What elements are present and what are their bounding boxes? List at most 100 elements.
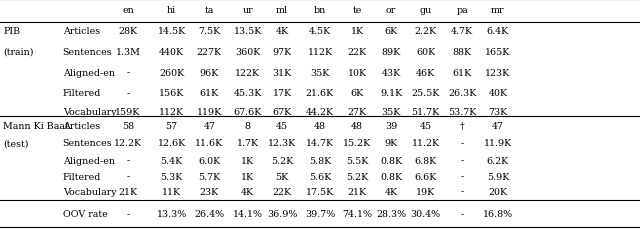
Text: 165K: 165K: [485, 48, 511, 57]
Text: -: -: [126, 89, 130, 98]
Text: 17.5K: 17.5K: [306, 187, 334, 196]
Text: 45: 45: [420, 121, 431, 131]
Text: 45: 45: [276, 121, 288, 131]
Text: Articles: Articles: [63, 121, 100, 131]
Text: 23K: 23K: [200, 187, 219, 196]
Text: 0.8K: 0.8K: [380, 156, 402, 165]
Text: 112K: 112K: [307, 48, 333, 57]
Text: 6.8K: 6.8K: [415, 156, 436, 165]
Text: Mann Ki Baat: Mann Ki Baat: [3, 121, 69, 131]
Text: Vocabulary: Vocabulary: [63, 187, 116, 196]
Text: 43K: 43K: [381, 68, 401, 77]
Text: 5.8K: 5.8K: [309, 156, 331, 165]
Text: 39: 39: [385, 121, 397, 131]
Text: 5.4K: 5.4K: [161, 156, 182, 165]
Text: 260K: 260K: [159, 68, 184, 77]
Text: (test): (test): [3, 139, 29, 148]
Text: 28.3%: 28.3%: [376, 209, 406, 218]
Text: 12.2K: 12.2K: [114, 139, 142, 148]
Text: 6K: 6K: [385, 27, 397, 36]
Text: 8: 8: [244, 121, 251, 131]
Text: -: -: [460, 172, 464, 181]
Text: 1.7K: 1.7K: [237, 139, 259, 148]
Text: 25.5K: 25.5K: [412, 89, 440, 98]
Text: 35K: 35K: [381, 108, 401, 117]
Text: 16.8%: 16.8%: [483, 209, 513, 218]
Text: -: -: [460, 139, 464, 148]
Text: 21K: 21K: [118, 187, 138, 196]
Text: 67.6K: 67.6K: [234, 108, 262, 117]
Text: hi: hi: [167, 6, 176, 15]
Text: Aligned-en: Aligned-en: [63, 68, 115, 77]
Text: 57: 57: [166, 121, 177, 131]
Text: 9K: 9K: [385, 139, 397, 148]
Text: 122K: 122K: [235, 68, 260, 77]
Text: 74.1%: 74.1%: [342, 209, 372, 218]
Text: 26.3K: 26.3K: [448, 89, 476, 98]
Text: gu: gu: [419, 6, 432, 15]
Text: 5.2K: 5.2K: [271, 156, 293, 165]
Text: 11.6K: 11.6K: [195, 139, 223, 148]
Text: te: te: [353, 6, 362, 15]
Text: 89K: 89K: [381, 48, 401, 57]
Text: 360K: 360K: [235, 48, 260, 57]
Text: 53.7K: 53.7K: [448, 108, 476, 117]
Text: 7.5K: 7.5K: [198, 27, 220, 36]
Text: 14.1%: 14.1%: [233, 209, 262, 218]
Text: Vocabulary: Vocabulary: [63, 108, 116, 117]
Text: 44.2K: 44.2K: [306, 108, 334, 117]
Text: 13.3%: 13.3%: [156, 209, 187, 218]
Text: 12.3K: 12.3K: [268, 139, 296, 148]
Text: 48: 48: [314, 121, 326, 131]
Text: 10K: 10K: [348, 68, 367, 77]
Text: -: -: [460, 187, 464, 196]
Text: 46K: 46K: [416, 68, 435, 77]
Text: Filtered: Filtered: [63, 172, 101, 181]
Text: (train): (train): [3, 48, 34, 57]
Text: 5.3K: 5.3K: [161, 172, 182, 181]
Text: 47: 47: [492, 121, 504, 131]
Text: or: or: [386, 6, 396, 15]
Text: 58: 58: [122, 121, 134, 131]
Text: ml: ml: [276, 6, 288, 15]
Text: 11.2K: 11.2K: [412, 139, 440, 148]
Text: 35K: 35K: [310, 68, 330, 77]
Text: 1K: 1K: [241, 172, 254, 181]
Text: 19K: 19K: [416, 187, 435, 196]
Text: 6K: 6K: [351, 89, 364, 98]
Text: 21.6K: 21.6K: [306, 89, 334, 98]
Text: 31K: 31K: [273, 68, 292, 77]
Text: 119K: 119K: [196, 108, 222, 117]
Text: 13.5K: 13.5K: [234, 27, 262, 36]
Text: 21K: 21K: [348, 187, 367, 196]
Text: 22K: 22K: [273, 187, 292, 196]
Text: 1K: 1K: [241, 156, 254, 165]
Text: 6.4K: 6.4K: [487, 27, 509, 36]
Text: ur: ur: [243, 6, 253, 15]
Text: -: -: [126, 172, 130, 181]
Text: Aligned-en: Aligned-en: [63, 156, 115, 165]
Text: 6.2K: 6.2K: [487, 156, 509, 165]
Text: -: -: [460, 209, 464, 218]
Text: 73K: 73K: [488, 108, 508, 117]
Text: 5.6K: 5.6K: [309, 172, 331, 181]
Text: 39.7%: 39.7%: [305, 209, 335, 218]
Text: 4.7K: 4.7K: [451, 27, 473, 36]
Text: 14.5K: 14.5K: [157, 27, 186, 36]
Text: 4K: 4K: [385, 187, 397, 196]
Text: 156K: 156K: [159, 89, 184, 98]
Text: 97K: 97K: [273, 48, 292, 57]
Text: -: -: [126, 156, 130, 165]
Text: 0.8K: 0.8K: [380, 172, 402, 181]
Text: 51.7K: 51.7K: [412, 108, 440, 117]
Text: 48: 48: [351, 121, 363, 131]
Text: ta: ta: [205, 6, 214, 15]
Text: Filtered: Filtered: [63, 89, 101, 98]
Text: 61K: 61K: [200, 89, 219, 98]
Text: 5.5K: 5.5K: [346, 156, 368, 165]
Text: en: en: [122, 6, 134, 15]
Text: mr: mr: [491, 6, 505, 15]
Text: 5.7K: 5.7K: [198, 172, 220, 181]
Text: 5K: 5K: [276, 172, 289, 181]
Text: 28K: 28K: [118, 27, 138, 36]
